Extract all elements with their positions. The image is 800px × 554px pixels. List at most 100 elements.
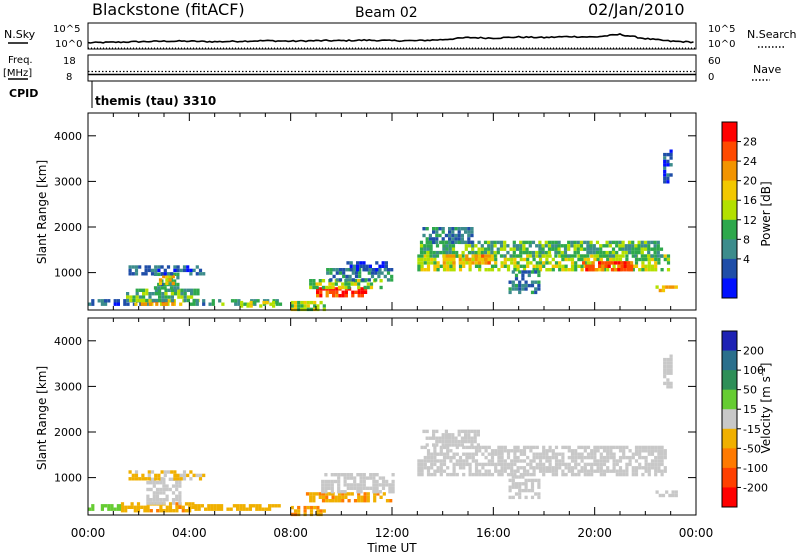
power-cells-cell xyxy=(164,302,168,306)
power-cells-cell xyxy=(249,300,253,305)
velocity-cells-cell xyxy=(655,490,659,494)
power-cells-cell xyxy=(378,268,382,272)
power-cells-cell xyxy=(574,268,578,272)
velocity-cells-cell xyxy=(542,449,546,453)
power-cells-cell xyxy=(656,244,660,248)
power-cells-cell xyxy=(451,240,455,244)
velocity-cells-cell xyxy=(449,449,453,453)
power-cells-cell xyxy=(173,286,177,290)
colorbar-tick-label: 24 xyxy=(743,155,757,168)
power-cells-cell xyxy=(297,304,301,308)
velocity-cells-cell xyxy=(159,498,163,502)
power-cells-cell xyxy=(592,244,596,248)
power-cells-cell xyxy=(426,261,431,265)
power-cells-cell xyxy=(567,257,571,262)
power-cells-cell xyxy=(375,268,379,272)
velocity-cells-cell xyxy=(423,462,427,467)
velocity-cells-cell xyxy=(638,462,642,467)
power-cells-cell xyxy=(601,264,605,268)
velocity-cells-cell xyxy=(669,364,673,369)
power-cells-cell xyxy=(522,250,526,255)
velocity-cells-cell xyxy=(634,469,639,473)
velocity-cells-cell xyxy=(455,459,459,463)
velocity-cells-cell xyxy=(522,445,527,450)
power-cells-cell xyxy=(493,244,497,248)
velocity-cells-cell xyxy=(654,462,658,467)
velocity-cells-cell xyxy=(162,491,166,495)
velocity-cells-cell xyxy=(474,462,479,467)
velocity-cells-cell xyxy=(134,477,139,481)
velocity-cells-cell xyxy=(391,486,395,490)
power-cells-cell xyxy=(319,300,323,305)
power-cells-cell xyxy=(666,257,671,262)
power-cells-cell xyxy=(457,237,461,241)
power-cells-cell xyxy=(352,268,356,272)
power-cells-cell xyxy=(563,244,568,248)
velocity-cells-cell xyxy=(567,445,571,450)
velocity-cells-cell xyxy=(641,466,645,470)
power-cells-cell xyxy=(177,292,181,296)
velocity-cells-cell xyxy=(612,452,616,456)
power-cells-cell xyxy=(351,294,355,298)
power-cells-cell xyxy=(345,278,349,282)
velocity-cells-cell xyxy=(518,488,522,493)
power-cells-cell xyxy=(426,264,431,268)
power-cells-cell xyxy=(647,244,651,248)
velocity-cells-cell xyxy=(458,459,463,463)
power-cells-cell xyxy=(605,240,609,245)
power-cells-cell xyxy=(499,244,504,248)
velocity-cells-cell xyxy=(433,472,437,477)
power-cells-cell xyxy=(272,299,276,303)
velocity-cells-cell xyxy=(343,479,347,484)
power-cells-cell xyxy=(658,288,662,293)
power-cells-cell xyxy=(319,287,323,291)
velocity-cells-cell xyxy=(340,490,344,494)
velocity-cells-cell xyxy=(444,429,448,434)
velocity-cells-cell xyxy=(650,445,655,450)
velocity-cells-cell xyxy=(194,504,198,508)
velocity-cells-cell xyxy=(91,507,95,511)
power-cells-cell xyxy=(481,254,485,258)
power-cells-cell xyxy=(512,247,516,251)
velocity-cells-cell xyxy=(159,491,163,495)
velocity-cells-cell xyxy=(366,492,370,496)
power-cells-cell xyxy=(551,247,555,251)
power-cells-cell xyxy=(253,299,257,303)
velocity-cells-cell xyxy=(609,469,613,473)
power-cells-cell xyxy=(478,268,482,272)
power-cells-cell xyxy=(561,264,565,268)
power-cells-cell xyxy=(626,264,630,268)
power-cells-cell xyxy=(332,268,336,272)
power-cells-cell xyxy=(503,254,507,258)
velocity-cells-cell xyxy=(362,479,366,484)
power-cells-cell xyxy=(157,282,161,287)
power-cells-cell xyxy=(537,273,541,278)
power-cells-cell xyxy=(663,152,667,157)
power-cells-cell xyxy=(525,250,529,255)
power-cells-cell xyxy=(564,264,568,268)
velocity-cells-cell xyxy=(178,481,182,485)
power-cells-cell xyxy=(464,247,468,251)
velocity-cells-cell xyxy=(654,455,658,460)
velocity-cells-cell xyxy=(455,472,459,477)
velocity-cells-cell xyxy=(159,501,163,505)
power-cells-cell xyxy=(423,250,427,255)
velocity-cells-cell xyxy=(182,477,187,481)
power-cells-cell xyxy=(547,244,552,248)
velocity-cells-cell xyxy=(175,502,179,506)
power-cells-cell xyxy=(601,261,605,265)
power-cells-cell xyxy=(423,254,427,258)
freq-series xyxy=(88,70,696,76)
power-cells-cell xyxy=(544,244,548,248)
velocity-cells-cell xyxy=(602,445,607,450)
velocity-cells-cell xyxy=(548,466,552,470)
velocity-cells-cell xyxy=(359,483,363,487)
freq-label: Freq. xyxy=(8,55,33,66)
power-cells-cell xyxy=(558,254,562,258)
power-cells-cell xyxy=(312,282,316,286)
power-cells-cell xyxy=(346,261,350,265)
velocity-cells-cell xyxy=(599,445,603,450)
velocity-cells-cell xyxy=(609,445,613,450)
power-cells-cell xyxy=(516,261,520,265)
power-cells-cell xyxy=(460,240,464,244)
